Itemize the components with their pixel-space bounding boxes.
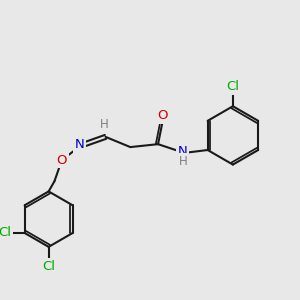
Text: N: N bbox=[75, 138, 84, 151]
Text: O: O bbox=[157, 110, 168, 122]
Text: Cl: Cl bbox=[0, 226, 12, 239]
Text: Cl: Cl bbox=[42, 260, 55, 273]
Text: Cl: Cl bbox=[226, 80, 239, 93]
Text: O: O bbox=[56, 154, 67, 167]
Text: N: N bbox=[178, 145, 188, 158]
Text: H: H bbox=[178, 154, 187, 168]
Text: H: H bbox=[100, 118, 108, 131]
